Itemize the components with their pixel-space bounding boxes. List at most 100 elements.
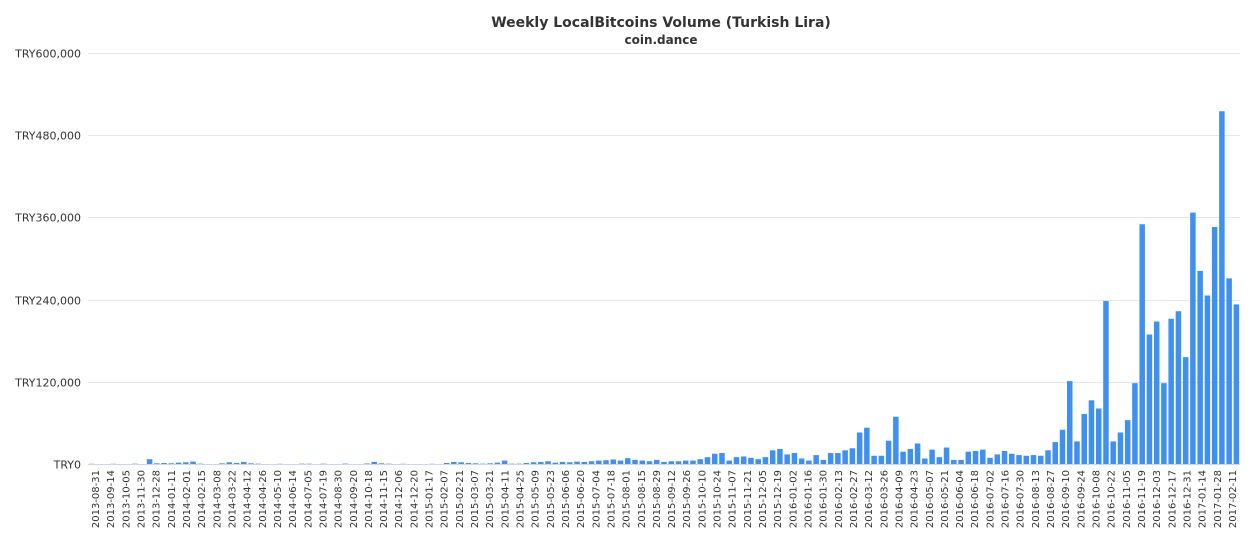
bar: [1139, 224, 1145, 464]
x-tick-label: 2016-04-23: [910, 470, 921, 528]
x-tick-label: 2016-10-08: [1092, 470, 1103, 528]
bar: [661, 461, 667, 464]
x-tick-label: 2015-04-11: [500, 470, 511, 528]
bar: [936, 457, 943, 464]
bar: [682, 460, 689, 464]
x-tick-label: 2015-11-07: [728, 470, 739, 528]
x-tick-label: 2014-03-08: [212, 470, 223, 528]
bar: [1001, 450, 1008, 464]
bar: [617, 460, 624, 464]
x-tick-label: 2017-01-14: [1198, 470, 1209, 528]
bar: [1153, 321, 1160, 464]
bar: [1016, 455, 1022, 464]
x-tick-label: 2016-09-10: [1061, 470, 1072, 528]
bars: [88, 111, 1240, 464]
bar: [639, 460, 646, 464]
bar: [733, 457, 740, 464]
bar: [914, 443, 921, 464]
x-tick-label: 2015-09-26: [682, 470, 693, 528]
bar: [1175, 311, 1182, 464]
bar: [1009, 453, 1015, 464]
x-tick-label: 2014-05-10: [273, 470, 284, 528]
x-tick-label: 2015-03-07: [470, 470, 481, 528]
y-tick-label: TRY480,000: [14, 130, 81, 143]
bar: [559, 461, 566, 464]
x-tick-label: 2015-12-19: [773, 470, 784, 528]
x-tick-label: 2014-04-12: [243, 470, 254, 528]
bar: [1161, 383, 1167, 464]
bar: [1103, 300, 1109, 464]
bar: [994, 454, 1001, 464]
bar: [1059, 429, 1066, 464]
bar: [552, 462, 559, 464]
bar: [1088, 400, 1095, 464]
bar: [943, 447, 950, 464]
bar: [690, 460, 696, 464]
x-tick-label: 2014-10-18: [364, 470, 375, 528]
bar: [530, 462, 537, 464]
bar: [798, 458, 805, 464]
bar: [1117, 432, 1124, 464]
x-tick-label: 2015-07-18: [606, 470, 617, 528]
bar: [900, 451, 906, 464]
bar: [574, 461, 580, 464]
bar: [972, 450, 979, 464]
bar: [596, 460, 602, 464]
bar: [1226, 278, 1232, 464]
bar: [842, 450, 848, 464]
bar: [1066, 381, 1073, 464]
bar: [987, 457, 993, 464]
bar: [769, 450, 776, 464]
x-tick-label: 2016-05-07: [925, 470, 936, 528]
x-tick-label: 2016-06-04: [955, 470, 966, 528]
bar: [965, 451, 972, 464]
bar: [719, 453, 725, 464]
bar: [161, 462, 167, 464]
bar: [610, 459, 617, 464]
bar: [827, 453, 834, 464]
x-tick-label: 2014-12-06: [394, 470, 405, 528]
x-tick-label: 2014-11-15: [379, 470, 390, 528]
x-axis-ticks: 2013-08-31 2013-09-14 2013-10-05 2013-11-30…: [91, 470, 1239, 528]
bar: [1124, 420, 1131, 464]
bar: [458, 462, 464, 464]
bar: [168, 463, 175, 464]
x-tick-label: 2015-04-25: [516, 470, 527, 528]
bar: [183, 462, 189, 464]
bar: [1074, 441, 1080, 464]
bar: [1132, 383, 1138, 464]
bar: [885, 440, 892, 464]
bar: [175, 462, 182, 464]
bar: [929, 449, 935, 464]
x-tick-label: 2014-09-20: [349, 470, 360, 528]
gridlines: [88, 53, 1240, 383]
x-tick-label: 2016-11-05: [1122, 470, 1133, 528]
bar: [668, 461, 674, 464]
bar: [226, 462, 233, 464]
bar: [1204, 295, 1211, 464]
bar: [980, 449, 986, 464]
bar: [893, 416, 899, 464]
bar: [472, 463, 479, 464]
bar: [654, 459, 660, 464]
x-tick-label: 2016-06-18: [970, 470, 981, 528]
bar: [726, 460, 732, 464]
bar: [190, 461, 196, 464]
bar: [777, 448, 783, 464]
x-tick-label: 2014-07-19: [318, 470, 329, 528]
x-tick-label: 2013-09-14: [106, 470, 117, 528]
x-tick-label: 2014-01-11: [167, 470, 178, 528]
bar: [951, 459, 957, 464]
x-tick-label: 2016-03-12: [864, 470, 875, 528]
x-tick-label: 2016-05-21: [940, 470, 951, 528]
bar: [740, 456, 747, 464]
y-tick-label: TRY600,000: [14, 48, 81, 61]
bar: [907, 448, 914, 464]
x-tick-label: 2017-02-11: [1228, 470, 1239, 528]
bar: [1182, 357, 1189, 464]
bar: [704, 457, 711, 464]
x-tick-label: 2015-10-10: [697, 470, 708, 528]
x-tick-label: 2014-12-20: [409, 470, 420, 528]
bar: [443, 462, 450, 464]
chart-title: Weekly LocalBitcoins Volume (Turkish Lir…: [491, 15, 831, 31]
